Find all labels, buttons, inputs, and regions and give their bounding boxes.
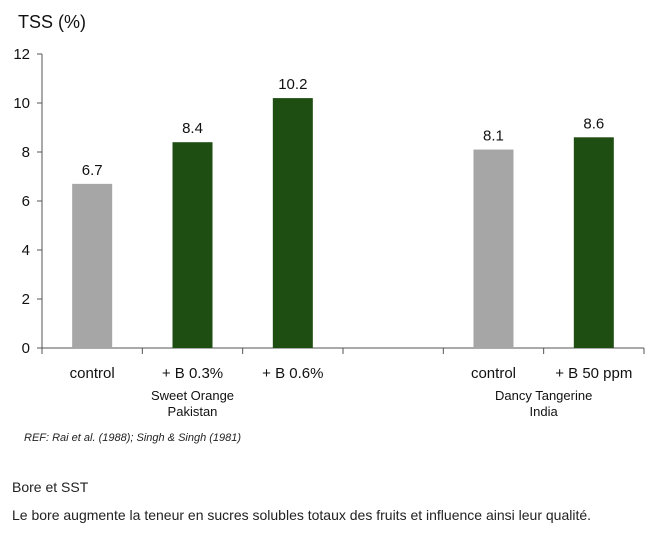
y-tick-label: 10 (13, 95, 30, 112)
y-tick-label: 12 (13, 46, 30, 63)
bar-value-label: 6.7 (82, 162, 103, 179)
y-tick-label: 6 (22, 193, 30, 210)
y-tick-label: 0 (22, 340, 30, 357)
section-heading: Bore et SST (12, 479, 89, 495)
bar (473, 149, 514, 348)
x-category-label: control (471, 365, 516, 382)
x-category-label: + B 50 ppm (555, 365, 632, 382)
group-label-line2: Pakistan (168, 404, 218, 419)
x-category-label: + B 0.3% (162, 365, 223, 382)
bar (573, 137, 614, 348)
y-tick-label: 4 (22, 242, 30, 259)
y-axis-title: TSS (%) (18, 12, 86, 32)
bar-value-label: 8.6 (583, 115, 604, 132)
section-body: Le bore augmente la teneur en sucres sol… (12, 507, 592, 523)
group-label-line1: Dancy Tangerine (495, 388, 592, 403)
group-label-line1: Sweet Orange (151, 388, 234, 403)
bar (72, 183, 113, 348)
bar (272, 98, 313, 348)
x-category-label: control (70, 365, 115, 382)
bar-value-label: 10.2 (278, 76, 307, 93)
y-tick-label: 2 (22, 291, 30, 308)
bar-value-label: 8.1 (483, 128, 504, 145)
group-label-line2: India (530, 404, 559, 419)
tss-bar-chart: TSS (%) 0 2 4 6 8 10 12 6.7 control 8.4 + B 0.3% 10.… (13, 12, 645, 419)
y-tick-label: 8 (22, 144, 30, 161)
bar-value-label: 8.4 (182, 120, 203, 137)
reference-note: REF: Rai et al. (1988); Singh & Singh (1… (24, 432, 242, 444)
bar (172, 142, 213, 348)
x-category-label: + B 0.6% (262, 365, 323, 382)
